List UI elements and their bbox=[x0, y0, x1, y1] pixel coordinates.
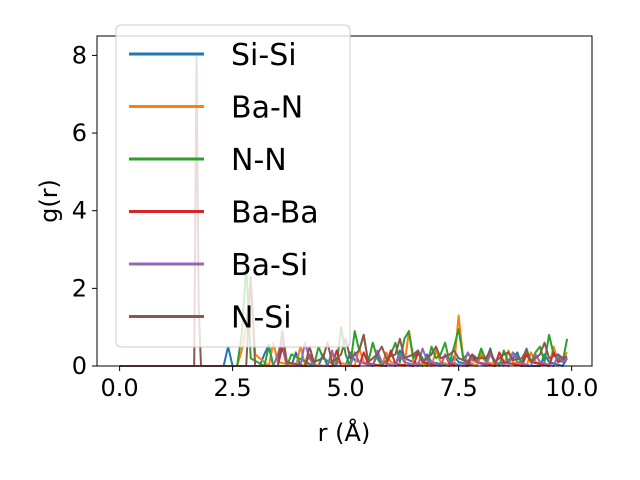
legend-box bbox=[115, 24, 351, 348]
legend-label-ba-n: Ba-N bbox=[231, 91, 303, 126]
y-tick-label: 4 bbox=[72, 197, 87, 225]
legend-label-ba-ba: Ba-Ba bbox=[231, 196, 319, 231]
x-tick-label: 5.0 bbox=[327, 374, 365, 402]
legend-label-si-si: Si-Si bbox=[231, 38, 297, 73]
legend-label-n-n: N-N bbox=[231, 143, 287, 178]
x-tick-label: 0.0 bbox=[101, 374, 139, 402]
legend-label-n-si: N-Si bbox=[231, 301, 292, 336]
y-tick-label: 0 bbox=[72, 352, 87, 380]
x-axis-ticks: 0.0 2.5 5.0 7.5 10.0 bbox=[101, 366, 598, 402]
y-axis-ticks: 0 2 4 6 8 bbox=[72, 41, 97, 380]
x-axis-label: r (Å) bbox=[318, 418, 371, 447]
y-tick-label: 8 bbox=[72, 41, 87, 69]
x-tick-label: 2.5 bbox=[214, 374, 252, 402]
y-tick-label: 2 bbox=[72, 274, 87, 302]
series-line-n-n bbox=[119, 264, 569, 367]
y-tick-label: 6 bbox=[72, 119, 87, 147]
x-tick-label: 10.0 bbox=[545, 374, 598, 402]
legend: Si-Si Ba-N N-N Ba-Ba Ba-Si N-Si bbox=[115, 24, 351, 348]
x-tick-label: 7.5 bbox=[440, 374, 478, 402]
legend-label-ba-si: Ba-Si bbox=[231, 248, 308, 283]
y-axis-label: g(r) bbox=[35, 179, 63, 223]
